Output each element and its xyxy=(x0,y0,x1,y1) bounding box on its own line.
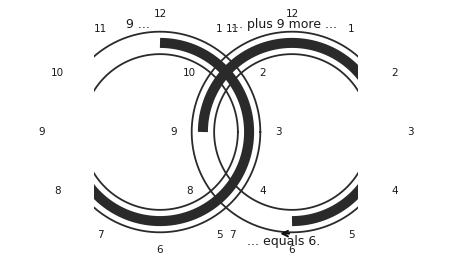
Text: 2: 2 xyxy=(258,68,265,78)
Text: 8: 8 xyxy=(186,186,193,196)
Text: 1: 1 xyxy=(347,25,354,35)
Text: ... plus 9 more ...: ... plus 9 more ... xyxy=(230,18,336,31)
Text: 5: 5 xyxy=(347,229,354,239)
Text: 10: 10 xyxy=(183,68,196,78)
Text: 9: 9 xyxy=(170,127,176,137)
Text: 9: 9 xyxy=(38,127,45,137)
Text: 6: 6 xyxy=(288,245,295,255)
Text: 5: 5 xyxy=(216,229,222,239)
Text: 3: 3 xyxy=(275,127,281,137)
Text: 7: 7 xyxy=(97,229,104,239)
Text: 7: 7 xyxy=(229,229,235,239)
Text: 4: 4 xyxy=(390,186,397,196)
Text: 6: 6 xyxy=(156,245,163,255)
Text: 11: 11 xyxy=(226,25,239,35)
Text: 4: 4 xyxy=(258,186,265,196)
Text: 12: 12 xyxy=(153,9,166,19)
Text: 11: 11 xyxy=(94,25,107,35)
Text: 2: 2 xyxy=(390,68,397,78)
Text: 12: 12 xyxy=(285,9,298,19)
Text: 3: 3 xyxy=(406,127,413,137)
Text: 8: 8 xyxy=(54,186,61,196)
Text: ... equals 6.: ... equals 6. xyxy=(247,235,320,248)
Text: 10: 10 xyxy=(51,68,64,78)
Text: 9 ...: 9 ... xyxy=(125,18,149,31)
Text: 1: 1 xyxy=(216,25,222,35)
